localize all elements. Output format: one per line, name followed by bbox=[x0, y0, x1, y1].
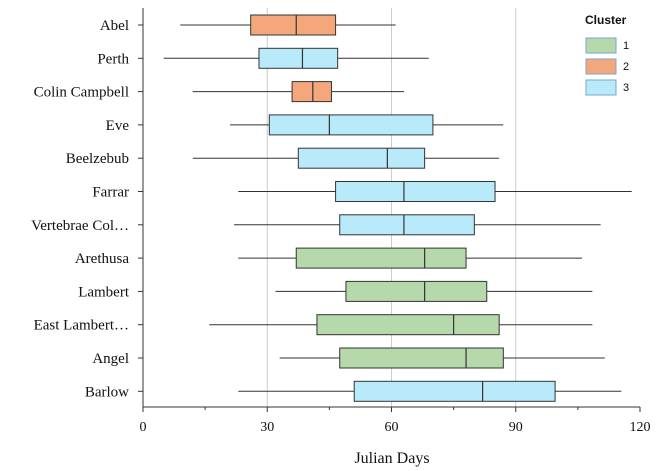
box-eve bbox=[229, 114, 504, 136]
category-label: Barlow bbox=[85, 384, 129, 400]
x-tick-label: 30 bbox=[260, 420, 274, 435]
box-angel bbox=[279, 347, 605, 369]
iqr-box bbox=[345, 280, 488, 302]
box-east-lambert bbox=[209, 314, 593, 336]
box-perth bbox=[163, 47, 429, 69]
category-label: Perth bbox=[97, 51, 129, 67]
category-label: Lambert bbox=[78, 284, 130, 300]
iqr-box bbox=[268, 114, 434, 136]
iqr-box bbox=[258, 47, 339, 69]
category-label: Arethusa bbox=[75, 251, 129, 267]
axes-layer: Abel Perth Colin Campbell Eve Beelzebub Farra… bbox=[31, 8, 651, 435]
grid-layer bbox=[266, 8, 517, 407]
legend-title: Cluster bbox=[585, 13, 627, 27]
iqr-box bbox=[339, 214, 475, 236]
legend: Cluster 1 2 3 bbox=[585, 13, 629, 96]
category-label: Angel bbox=[92, 351, 129, 367]
box-abel bbox=[180, 14, 396, 36]
category-label: Beelzebub bbox=[66, 151, 129, 167]
category-label: Vertebrae Col… bbox=[31, 218, 129, 234]
iqr-box bbox=[339, 347, 504, 369]
category-label: East Lambert… bbox=[34, 318, 129, 334]
x-tick-label: 0 bbox=[140, 420, 147, 435]
legend-label: 2 bbox=[623, 61, 629, 73]
box-barlow bbox=[238, 380, 622, 402]
iqr-box bbox=[297, 147, 426, 169]
box-vertebrae-col bbox=[234, 214, 601, 236]
category-label: Farrar bbox=[92, 185, 129, 201]
iqr-box bbox=[353, 380, 556, 402]
legend-swatch bbox=[585, 58, 617, 75]
category-label: Eve bbox=[106, 118, 130, 134]
x-tick-label: 60 bbox=[385, 420, 399, 435]
box-colin-campbell bbox=[192, 81, 404, 103]
iqr-box bbox=[295, 247, 467, 269]
category-label: Abel bbox=[100, 18, 129, 34]
iqr-box bbox=[316, 314, 500, 336]
category-label: Colin Campbell bbox=[34, 85, 129, 101]
iqr-box bbox=[335, 181, 496, 202]
legend-swatch bbox=[585, 79, 617, 96]
legend-label: 1 bbox=[623, 40, 629, 52]
x-tick-label: 90 bbox=[509, 420, 523, 435]
legend-swatch bbox=[585, 37, 617, 54]
box-lambert bbox=[275, 280, 593, 302]
box-farrar bbox=[238, 181, 632, 202]
boxes-layer bbox=[163, 14, 632, 402]
legend-label: 3 bbox=[623, 82, 629, 94]
iqr-box bbox=[291, 81, 332, 103]
x-axis-title: Julian Days bbox=[354, 450, 429, 467]
box-beelzebub bbox=[192, 147, 500, 169]
x-tick-label: 120 bbox=[630, 420, 651, 435]
box-arethusa bbox=[238, 247, 583, 269]
iqr-box bbox=[250, 14, 337, 36]
